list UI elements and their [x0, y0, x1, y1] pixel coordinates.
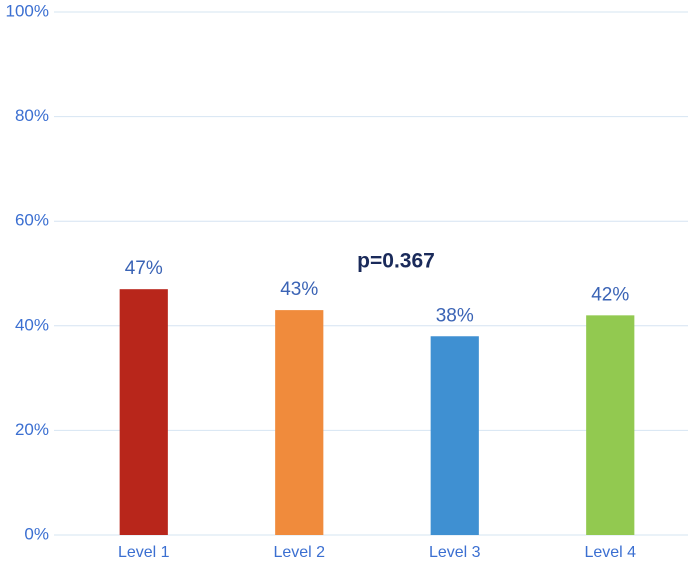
data-label: 47%	[125, 258, 163, 279]
y-tick-label: 0%	[24, 524, 49, 543]
annotation: p=0.367	[357, 250, 435, 273]
data-label: 38%	[436, 305, 474, 326]
bar	[119, 289, 168, 535]
x-tick-label: Level 3	[429, 544, 481, 561]
y-tick-label: 20%	[15, 420, 49, 439]
bar	[586, 315, 635, 535]
bar	[430, 336, 479, 535]
x-tick-label: Level 1	[118, 544, 170, 561]
data-label: 42%	[591, 284, 629, 305]
x-tick-label: Level 2	[273, 544, 325, 561]
data-label: 43%	[280, 279, 318, 300]
y-tick-label: 40%	[15, 315, 49, 334]
y-tick-label: 80%	[15, 106, 49, 125]
y-tick-label: 100%	[6, 1, 49, 20]
x-tick-label: Level 4	[584, 544, 636, 561]
bar	[275, 310, 324, 535]
y-tick-label: 60%	[15, 211, 49, 230]
